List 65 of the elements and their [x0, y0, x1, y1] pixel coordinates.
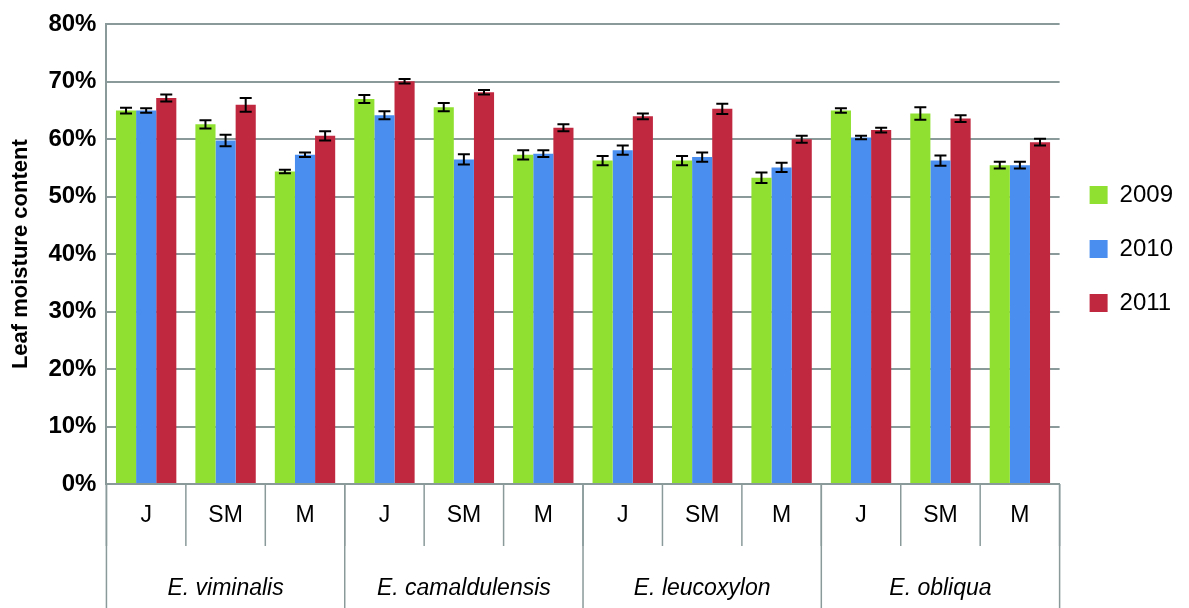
- y-tick-label: 40%: [48, 238, 97, 266]
- bar: [533, 153, 554, 483]
- x-tick-label: SM: [923, 501, 958, 528]
- x-tick-label: J: [855, 501, 867, 528]
- bar: [374, 115, 395, 483]
- bar: [592, 160, 613, 483]
- y-tick-label: 80%: [48, 9, 97, 37]
- bar: [315, 135, 336, 483]
- bar: [791, 139, 812, 483]
- bar: [850, 137, 872, 483]
- x-tick-label: SM: [208, 501, 243, 528]
- x-tick-label: M: [1010, 501, 1030, 528]
- bar: [751, 177, 772, 483]
- bar: [771, 167, 792, 483]
- bar: [553, 127, 574, 483]
- y-tick-label: 50%: [48, 181, 97, 209]
- bar: [612, 150, 633, 483]
- bar: [632, 116, 653, 483]
- text: E. camaldulensis: [376, 574, 552, 601]
- bar: [671, 160, 693, 483]
- bar: [830, 110, 851, 483]
- bar: [950, 118, 971, 483]
- bar: [712, 108, 733, 483]
- text: E. leucoxylon: [633, 574, 771, 601]
- y-tick-label: 0%: [61, 468, 97, 496]
- bar: [473, 92, 495, 483]
- bar: [215, 140, 236, 483]
- bar: [1029, 142, 1051, 483]
- x-tick-label: J: [616, 501, 629, 528]
- legend-label: 2009: [1119, 179, 1173, 207]
- x-tick-label: J: [378, 501, 391, 528]
- bar: [156, 97, 177, 483]
- y-tick-label: 30%: [48, 296, 97, 324]
- bar: [394, 81, 415, 483]
- bar: [989, 165, 1010, 483]
- bar: [513, 154, 534, 483]
- y-tick-label: 20%: [48, 353, 97, 381]
- bar: [274, 171, 295, 483]
- x-tick-label: SM: [446, 501, 482, 528]
- bar: [195, 124, 216, 483]
- bar: [235, 104, 256, 483]
- bar: [692, 157, 713, 483]
- x-tick-label: M: [772, 501, 792, 528]
- y-tick-label: 70%: [48, 66, 97, 94]
- bar: [453, 159, 474, 483]
- bar: [871, 130, 892, 483]
- bar: [136, 110, 157, 483]
- x-tick-label: J: [140, 501, 152, 528]
- bar: [1009, 165, 1030, 483]
- bar: [433, 107, 454, 483]
- y-tick-label: 60%: [48, 123, 97, 151]
- x-tick-label: M: [533, 501, 553, 528]
- text: E. viminalis: [167, 574, 285, 601]
- y-axis-title: Leaf moisture content: [7, 138, 33, 370]
- bar: [910, 113, 931, 483]
- legend-label: 2010: [1119, 233, 1173, 261]
- bar: [294, 154, 316, 483]
- y-tick-label: 10%: [48, 411, 97, 439]
- x-tick-label: SM: [684, 501, 720, 528]
- text: E. obliqua: [889, 574, 992, 601]
- bar: [354, 99, 375, 483]
- bar: [115, 110, 137, 483]
- legend-label: 2011: [1119, 287, 1172, 315]
- bar: [930, 160, 951, 483]
- x-tick-label: M: [295, 501, 315, 528]
